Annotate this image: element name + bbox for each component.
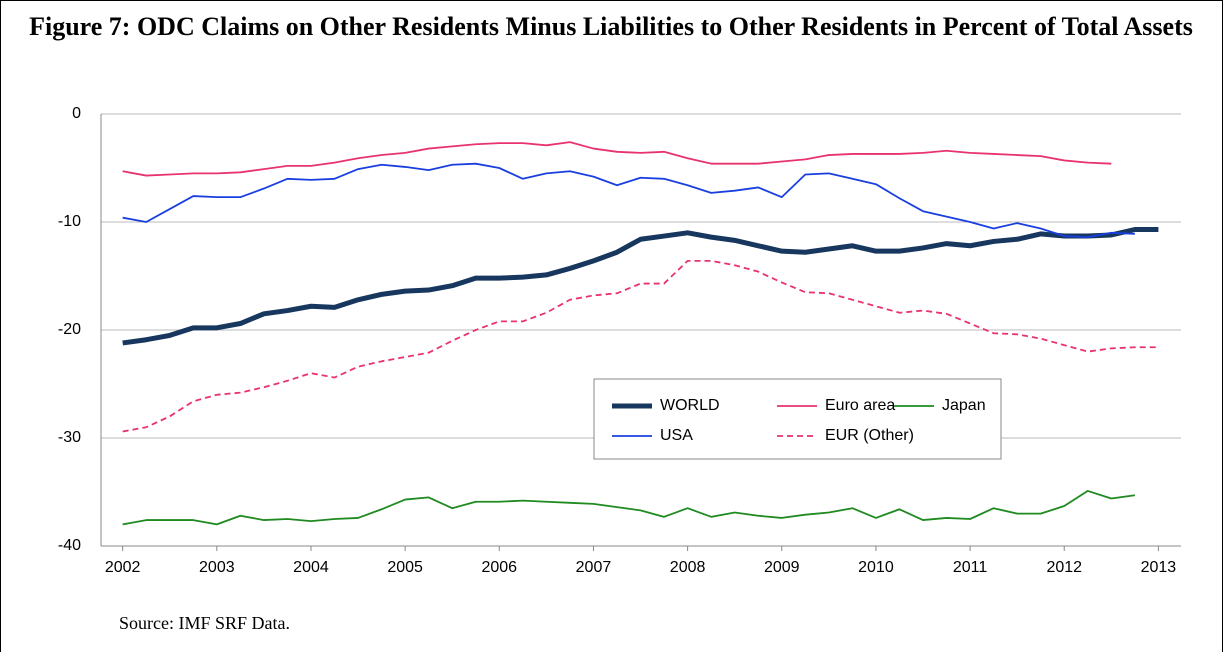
x-tick-label: 2004 xyxy=(293,559,329,576)
legend-label: Euro area xyxy=(825,397,895,414)
y-tick-label: -40 xyxy=(58,537,81,554)
series-line xyxy=(122,227,1159,346)
legend-label: WORLD xyxy=(660,397,720,414)
x-tick-label: 2003 xyxy=(199,559,235,576)
series-line xyxy=(122,162,1135,239)
x-tick-label: 2010 xyxy=(858,559,894,576)
x-tick-label: 2007 xyxy=(576,559,612,576)
y-tick-label: -20 xyxy=(58,321,81,338)
legend-label: EUR (Other) xyxy=(825,427,914,444)
x-tick-label: 2013 xyxy=(1141,559,1177,576)
series-line xyxy=(122,259,1159,433)
series-line xyxy=(122,141,1112,177)
series-line xyxy=(122,490,1135,526)
source-note: Source: IMF SRF Data. xyxy=(119,613,290,633)
legend-label: USA xyxy=(660,427,693,444)
chart-title: Figure 7: ODC Claims on Other Residents … xyxy=(29,12,1193,41)
x-tick-label: 2009 xyxy=(764,559,800,576)
x-tick-label: 2011 xyxy=(953,559,988,576)
x-tick-label: 2002 xyxy=(105,559,141,576)
x-tick-label: 2008 xyxy=(670,559,706,576)
legend-label: Japan xyxy=(942,397,986,414)
y-tick-label: -10 xyxy=(58,213,81,230)
legend-box xyxy=(593,378,1002,460)
x-tick-label: 2006 xyxy=(481,559,517,576)
x-tick-label: 2012 xyxy=(1046,559,1082,576)
y-tick-label: -30 xyxy=(58,429,81,446)
x-tick-label: 2005 xyxy=(387,559,423,576)
y-tick-label: 0 xyxy=(72,105,81,122)
